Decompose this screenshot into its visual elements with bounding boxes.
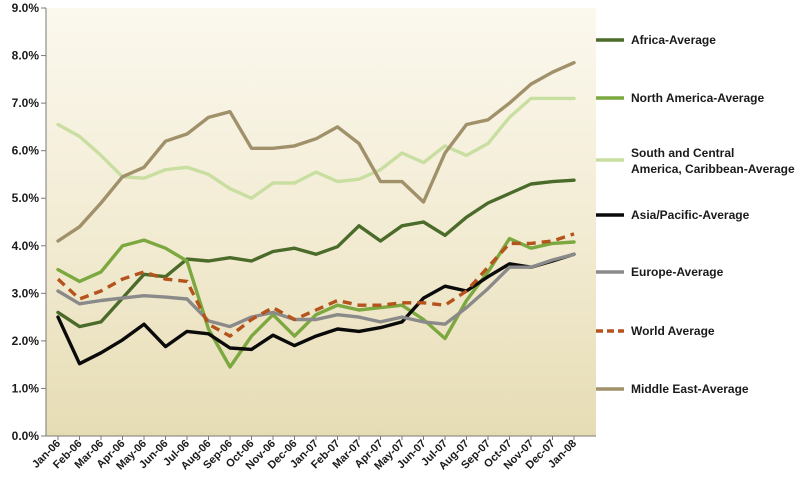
y-tick-label: 7.0% <box>12 96 40 110</box>
series-layer <box>56 61 576 369</box>
legend-label-3: Asia/Pacific-Average <box>631 208 750 222</box>
y-axis: 0.0% 1.0% 2.0% 3.0% 4.0% 5.0% 6.0% 7.0% 8.0% 9.0% <box>12 1 47 443</box>
legend-label-4: Europe-Average <box>631 265 724 279</box>
series-line-1 <box>56 236 576 369</box>
legend-label-5: World Average <box>631 324 715 338</box>
legend-label-2: South and Central America, Caribbean-Aver… <box>631 146 795 176</box>
y-tick-label: 2.0% <box>12 334 40 348</box>
legend: Africa-Average North America-Average South… <box>596 33 795 396</box>
y-tick-label: 6.0% <box>12 144 40 158</box>
series-line-6 <box>56 61 576 243</box>
series-line-0 <box>56 178 576 329</box>
legend-label-0: Africa-Average <box>631 33 716 47</box>
legend-label-1: North America-Average <box>631 91 764 105</box>
y-tick-label: 4.0% <box>12 239 40 253</box>
plot-area <box>46 8 596 436</box>
y-tick-label: 0.0% <box>12 429 40 443</box>
legend-label-6: Middle East-Average <box>631 382 749 396</box>
y-tick-label: 5.0% <box>12 191 40 205</box>
y-tick-label: 9.0% <box>12 1 40 15</box>
series-line-5 <box>56 232 575 338</box>
series-line-2 <box>56 96 576 200</box>
x-axis: Jan-06Feb-06Mar-06Apr-06May-06Jun-06Jul-… <box>30 435 596 472</box>
series-line-3 <box>56 252 576 366</box>
series-line-4 <box>56 252 576 329</box>
y-tick-label: 1.0% <box>12 381 40 395</box>
y-tick-label: 8.0% <box>12 49 40 63</box>
y-tick-label: 3.0% <box>12 286 40 300</box>
